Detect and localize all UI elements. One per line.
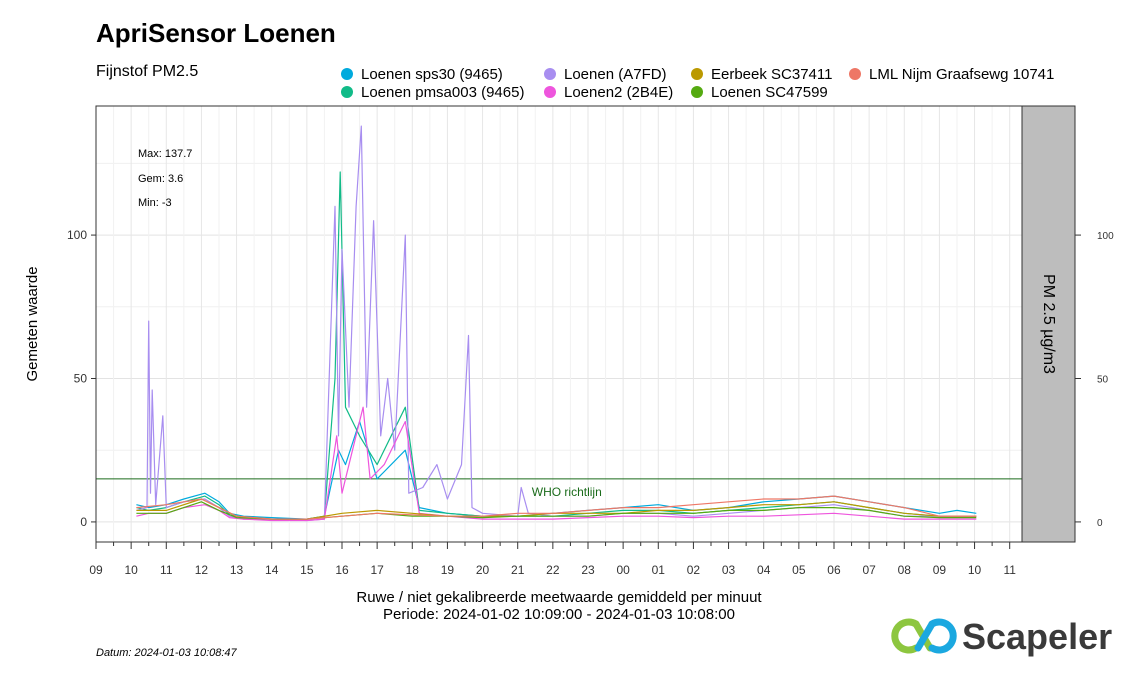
x-tick-label: 10 <box>124 563 138 577</box>
x-tick-label: 11 <box>1003 563 1016 577</box>
x-tick-label: 02 <box>687 563 701 577</box>
legend-label-3: Loenen2 (2B4E) <box>564 84 673 101</box>
grid <box>95 106 1022 542</box>
legend-key-6 <box>849 68 861 80</box>
y-tick-label-right: 50 <box>1097 375 1109 386</box>
x-tick-label: 20 <box>476 563 490 577</box>
legend: Loenen sps30 (9465)Loenen pmsa003 (9465)… <box>341 66 1054 101</box>
legend-key-0 <box>341 68 353 80</box>
x-tick-label: 10 <box>968 563 982 577</box>
plot-panel <box>96 106 1022 542</box>
x-tick-label: 13 <box>230 563 244 577</box>
y-axis-title: Gemeten waarde <box>24 266 41 381</box>
who-reference-label: WHO richtlijn <box>532 485 602 499</box>
stat-min: Min: -3 <box>138 197 172 209</box>
date-label: Datum: 2024-01-03 10:08:47 <box>96 647 238 659</box>
stat-max: Max: 137.7 <box>138 148 192 160</box>
chart-title: ApriSensor Loenen <box>96 18 336 48</box>
chart-subtitle: Fijnstof PM2.5 <box>96 63 198 80</box>
x-tick-label: 16 <box>335 563 349 577</box>
who-reference-group: WHO richtlijn <box>96 478 1022 499</box>
x-tick-label: 00 <box>616 563 630 577</box>
infinity-icon <box>891 618 957 654</box>
y-tick-label-left: 100 <box>67 228 87 242</box>
series-line-5 <box>136 501 977 520</box>
legend-label-1: Loenen pmsa003 (9465) <box>361 84 524 101</box>
scapeler-logo: Scapeler <box>891 616 1112 657</box>
x-tick-label: 12 <box>195 563 209 577</box>
stat-mean: Gem: 3.6 <box>138 173 183 185</box>
legend-label-5: Loenen SC47599 <box>711 84 828 101</box>
y-tick-label-right: 100 <box>1097 231 1114 242</box>
x-tick-label: 09 <box>89 563 103 577</box>
x-tick-label: 04 <box>757 563 771 577</box>
x-axis-title: Ruwe / niet gekalibreerde meetwaarde gem… <box>356 589 762 606</box>
series-line-3 <box>136 406 977 522</box>
logo-text: Scapeler <box>962 616 1112 657</box>
legend-key-4 <box>691 68 703 80</box>
series-line-6 <box>136 495 977 520</box>
legend-key-3 <box>544 86 556 98</box>
x-tick-label: 15 <box>300 563 314 577</box>
legend-key-1 <box>341 86 353 98</box>
x-tick-label: 05 <box>792 563 806 577</box>
x-tick-label: 22 <box>546 563 560 577</box>
legend-label-0: Loenen sps30 (9465) <box>361 66 503 83</box>
y-tick-label-left: 0 <box>80 515 87 529</box>
series-group <box>136 125 977 522</box>
strip-label: PM 2.5 µg/m3 <box>1040 274 1057 374</box>
legend-key-2 <box>544 68 556 80</box>
legend-label-2: Loenen (A7FD) <box>564 66 667 83</box>
y-tick-label-right: 0 <box>1097 518 1103 529</box>
x-tick-label: 19 <box>441 563 455 577</box>
x-tick-label: 23 <box>581 563 595 577</box>
x-tick-label: 17 <box>370 563 384 577</box>
legend-key-5 <box>691 86 703 98</box>
x-tick-label: 21 <box>511 563 525 577</box>
x-tick-label: 08 <box>898 563 912 577</box>
x-tick-label: 14 <box>265 563 279 577</box>
x-tick-label: 06 <box>827 563 841 577</box>
x-tick-label: 01 <box>652 563 666 577</box>
x-tick-label: 09 <box>933 563 947 577</box>
x-tick-label: 18 <box>406 563 420 577</box>
strip-panel <box>1021 105 1076 543</box>
x-tick-label: 03 <box>722 563 736 577</box>
legend-label-4: Eerbeek SC37411 <box>711 66 832 83</box>
period-label: Periode: 2024-01-02 10:09:00 - 2024-01-0… <box>383 606 735 623</box>
x-tick-label: 07 <box>862 563 876 577</box>
x-tick-label: 11 <box>160 563 173 577</box>
legend-label-6: LML Nijm Graafsewg 10741 <box>869 66 1054 83</box>
y-tick-label-left: 50 <box>74 372 88 386</box>
